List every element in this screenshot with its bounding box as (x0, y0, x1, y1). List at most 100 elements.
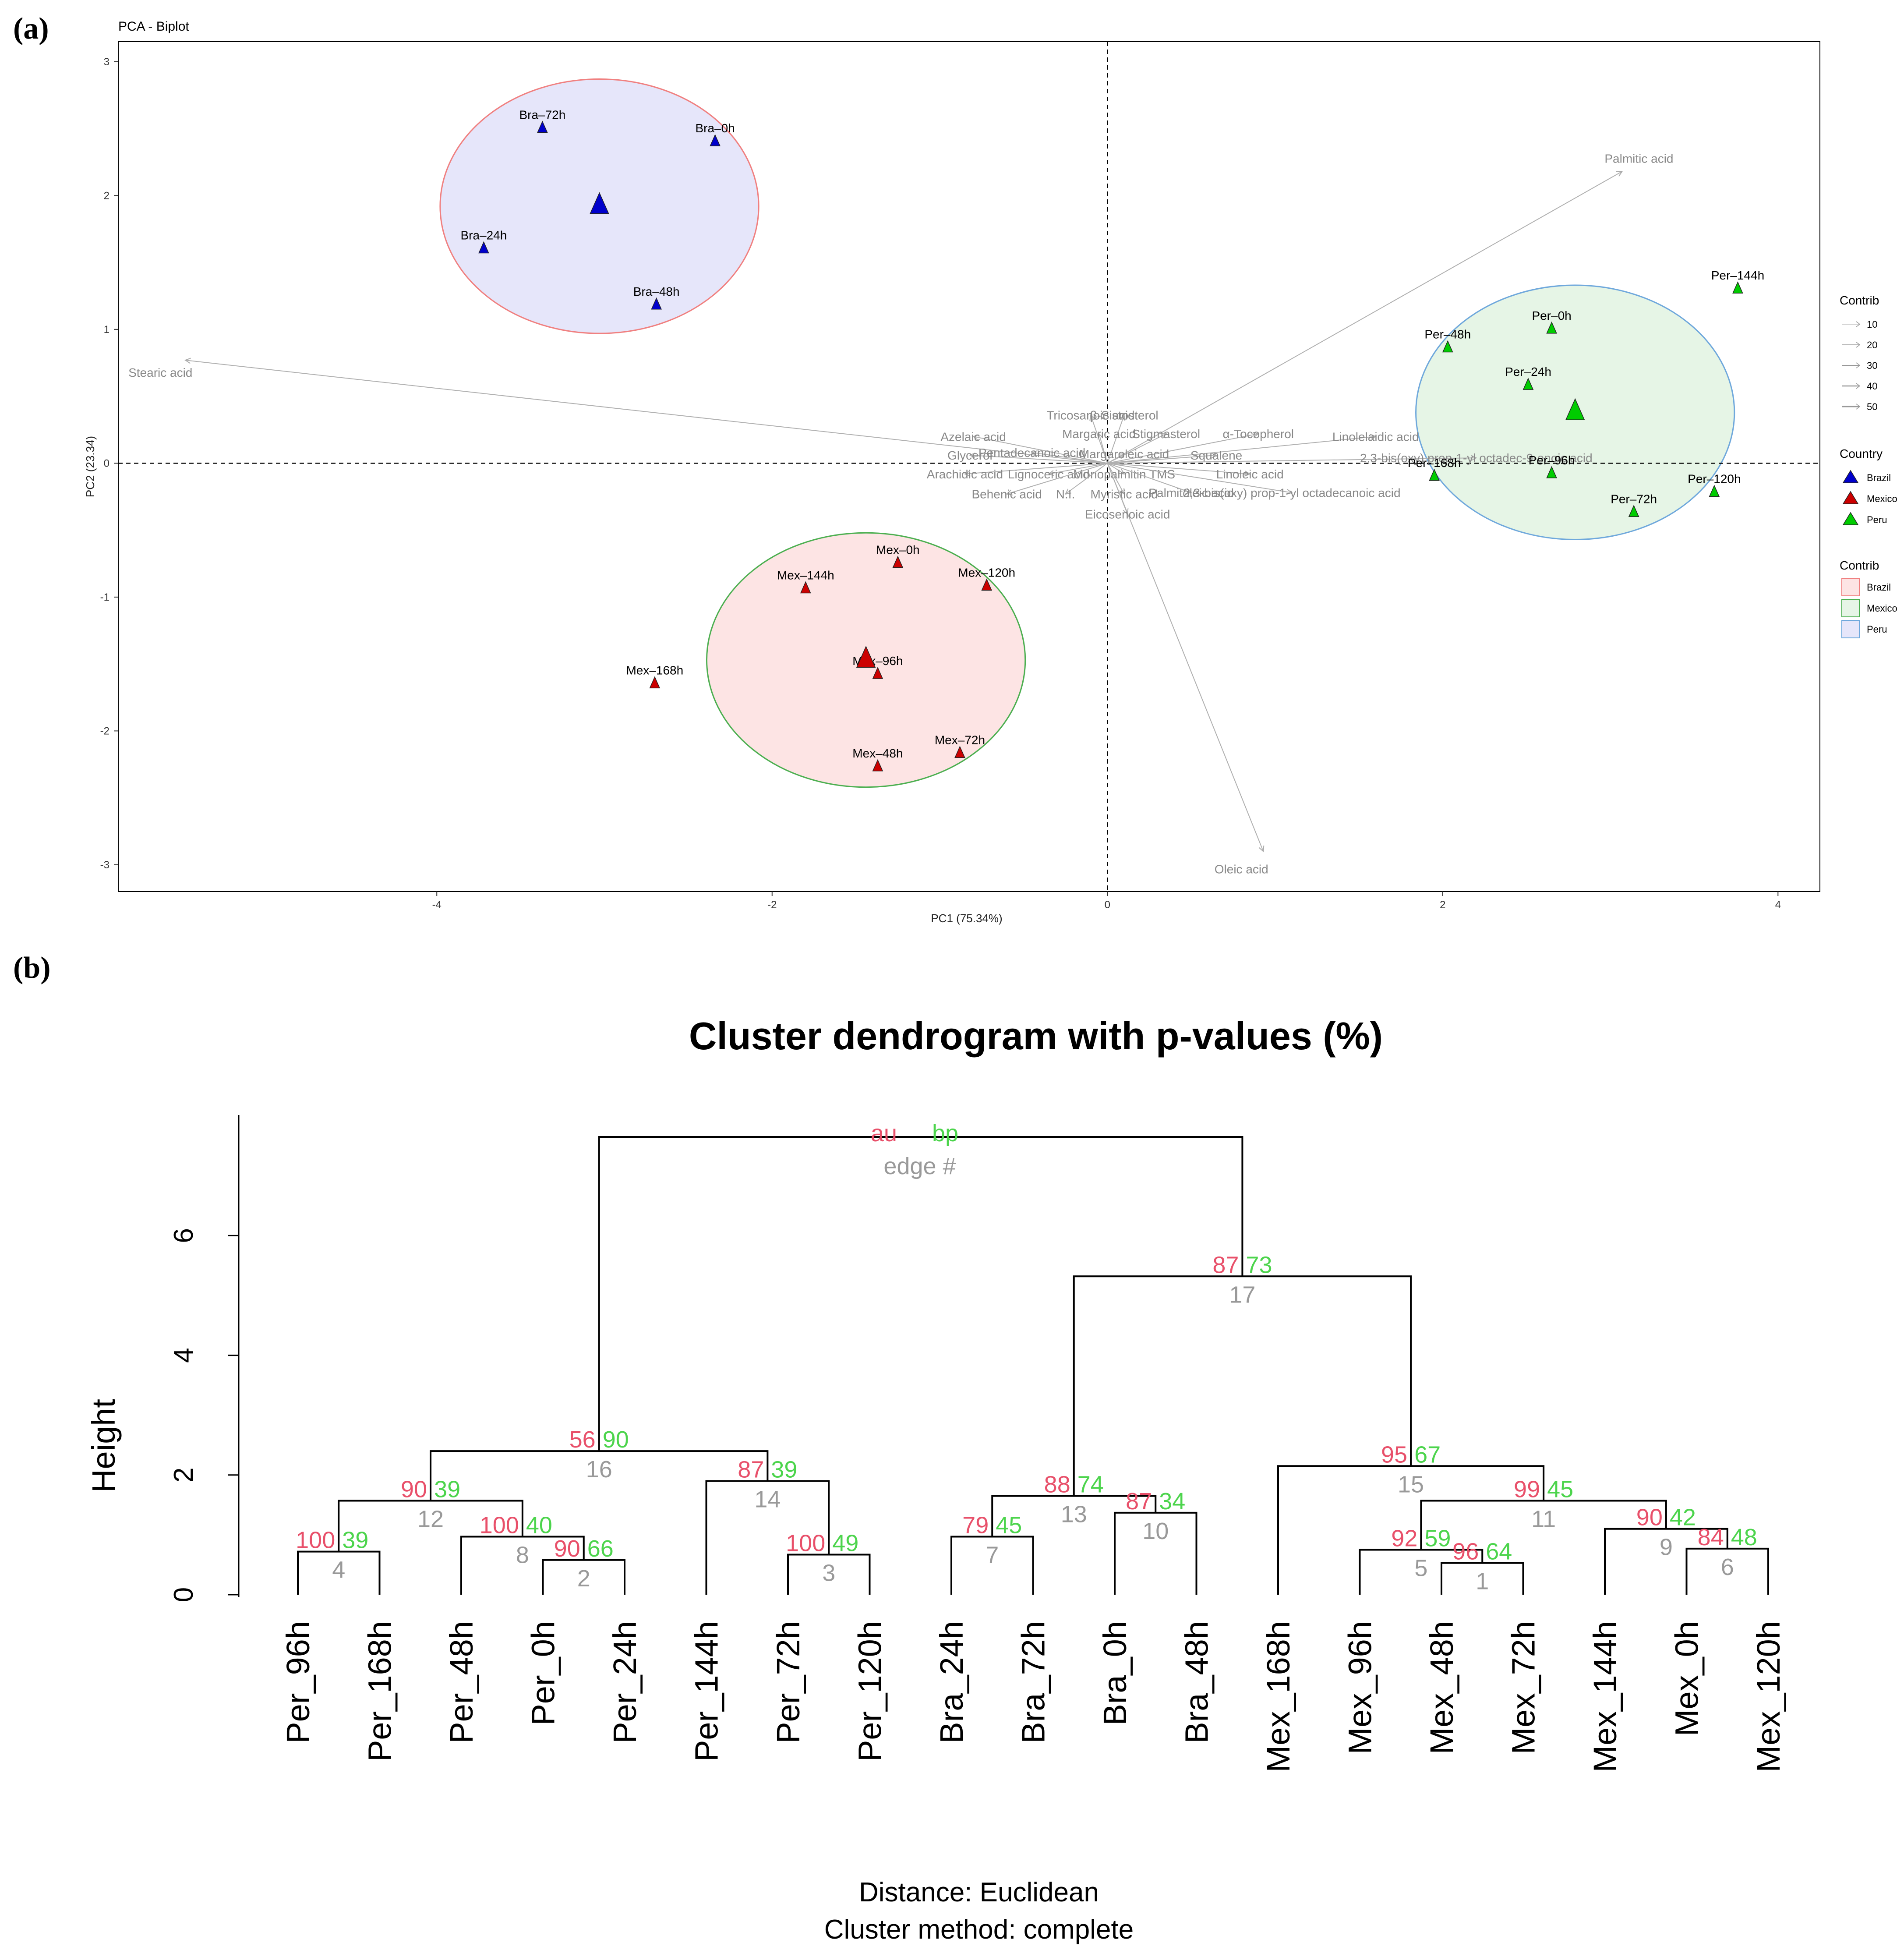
dendrogram-y-label: Height (85, 1399, 122, 1493)
bp-value-n5: 59 (1424, 1525, 1451, 1552)
legend-contrib2-brazil: Brazil (1867, 582, 1891, 593)
edge-number-n7: 7 (986, 1542, 999, 1568)
au-value-n11: 99 (1514, 1476, 1540, 1503)
variable-label-myristic-acid: Myristic acid (1091, 488, 1158, 501)
point-label-mex-144h: Mex–144h (777, 569, 834, 582)
point-label-per-120h: Per–120h (1688, 472, 1741, 486)
point-label-mex-0h: Mex–0h (876, 543, 920, 556)
dendrogram-branch-n9 (1604, 1528, 1728, 1595)
au-value-n7: 79 (962, 1512, 989, 1538)
bp-value-n8: 40 (526, 1512, 552, 1538)
leaf-label-per-48h: Per_48h (443, 1621, 480, 1744)
legend-contrib-value: 40 (1867, 381, 1877, 392)
legend-contrib2-peru: Peru (1867, 624, 1887, 635)
dendrogram-branch-n17 (1073, 1275, 1412, 1496)
arrow-linolelaidic-acid (1107, 436, 1375, 464)
arrow-squalene (1107, 455, 1216, 464)
panel-a-label: (a) (13, 12, 49, 46)
bp-value-n15: 67 (1414, 1441, 1441, 1468)
leaf-label-bra-48h: Bra_48h (1179, 1621, 1215, 1744)
pca-y-tick-label: 3 (104, 56, 110, 68)
au-value-n17: 87 (1212, 1252, 1239, 1278)
point-label-bra-72h: Bra–72h (519, 108, 565, 122)
leaf-label-mex-48h: Mex_48h (1424, 1621, 1460, 1754)
point-mex-48h (872, 759, 883, 772)
point-bra-0h (710, 134, 721, 146)
dendrogram-branch-n16 (430, 1450, 769, 1501)
legend-country-peru: Peru (1867, 514, 1887, 525)
dendrogram-title: Cluster dendrogram with p-values (%) (689, 1014, 1383, 1058)
dendrogram-branch-n15 (1277, 1465, 1545, 1595)
point-label-per-24h: Per–24h (1505, 365, 1551, 379)
point-label-bra-24h: Bra–24h (460, 229, 507, 242)
au-value-n5: 92 (1391, 1525, 1417, 1552)
dendrogram-branch-n7 (950, 1536, 1034, 1595)
panel-b-label: (b) (13, 951, 51, 985)
au-value-n1: 96 (1452, 1539, 1479, 1565)
au-value-n4: 100 (296, 1527, 335, 1554)
variable-label-linolelaidic-acid: Linolelaidic acid (1332, 430, 1419, 443)
leaf-label-mex-96h: Mex_96h (1342, 1621, 1378, 1754)
variable-label-pentadecanoic-acid: Pentadecanoic acid (978, 446, 1085, 460)
au-value-n13: 88 (1044, 1472, 1070, 1498)
arrow-n-i (1066, 463, 1108, 494)
au-value-n2: 90 (554, 1536, 580, 1562)
variable-label-sistosterol: β-Sistosterol (1090, 408, 1158, 422)
variable-label-azelaic-acid: Azelaic acid (940, 430, 1006, 443)
dendrogram-branch-n8 (460, 1536, 585, 1595)
arrow-stearic-acid (185, 360, 1108, 464)
legend-country-title: Country (1840, 447, 1883, 460)
leaf-label-per-96h: Per_96h (280, 1621, 316, 1744)
legend-country-peru-icon (1842, 512, 1859, 525)
pca-y-tick-label: 1 (104, 324, 110, 336)
point-per-120h (1709, 485, 1720, 497)
dendrogram-branch-n12 (338, 1500, 523, 1552)
pca-x-tick-label: 4 (1775, 899, 1781, 911)
bp-value-n3: 49 (832, 1530, 858, 1556)
pca-y-tick-label: 0 (104, 457, 110, 469)
edge-number-n9: 9 (1660, 1534, 1673, 1561)
leaf-label-mex-0h: Mex_0h (1669, 1621, 1705, 1736)
bp-value-n14: 39 (771, 1456, 797, 1483)
centroid-brazil (590, 192, 609, 214)
dendrogram-tree (297, 1136, 1769, 1595)
bp-value-n13: 74 (1077, 1472, 1104, 1498)
point-mex-144h (800, 581, 811, 594)
point-per-96h (1546, 466, 1557, 478)
legend-bp: bp (932, 1120, 958, 1147)
arrow-tocopherol (1107, 434, 1258, 464)
point-label-bra-48h: Bra–48h (633, 285, 680, 298)
leaf-label-mex-120h: Mex_120h (1750, 1621, 1787, 1773)
arrow-azelaic-acid (973, 436, 1108, 464)
arrow-arachidic-acid (965, 463, 1108, 474)
bp-value-n2: 66 (587, 1536, 614, 1562)
edge-number-n15: 15 (1398, 1471, 1424, 1497)
variable-label-linoleic-acid: Linoleic acid (1216, 467, 1284, 481)
point-per-48h (1442, 340, 1453, 353)
variable-label-margaroleic-acid: Margaroleic acid (1079, 447, 1169, 461)
legend-country-mexico-icon (1842, 491, 1859, 504)
point-bra-48h (651, 297, 662, 310)
edge-number-n2: 2 (577, 1565, 590, 1592)
legend-contrib-value: 30 (1867, 360, 1877, 371)
pca-x-tick-label: -2 (767, 899, 777, 911)
dendrogram-branch-root (598, 1136, 1243, 1451)
edge-number-n10: 10 (1142, 1518, 1169, 1544)
variable-label-oleic-acid: Oleic acid (1215, 862, 1268, 876)
pca-biplot: PCA - Biplot Palmitic acid Stearic acid Ol… (84, 19, 1897, 925)
legend-country-brazil-icon (1842, 470, 1859, 483)
point-label-per-168h: Per–168h (1408, 456, 1461, 470)
pca-ticks: -4 -2 0 2 4 -3 -2 -1 0 1 2 3 (100, 56, 1781, 911)
edge-number-n14: 14 (754, 1486, 781, 1512)
arrow-pentadecanoic-acid (1032, 453, 1108, 464)
variable-label-stearic-acid: Stearic acid (128, 366, 192, 379)
point-per-144h (1732, 281, 1743, 294)
legend-country-brazil: Brazil (1867, 472, 1891, 483)
edge-number-n3: 3 (822, 1560, 835, 1586)
edge-number-n17: 17 (1229, 1281, 1255, 1308)
dendrogram-y-tick-label: 6 (169, 1228, 199, 1243)
variable-label-squalene: Squalene (1190, 449, 1242, 462)
au-value-n10: 87 (1126, 1488, 1152, 1515)
pca-x-axis-title: PC1 (75.34%) (931, 912, 1002, 925)
